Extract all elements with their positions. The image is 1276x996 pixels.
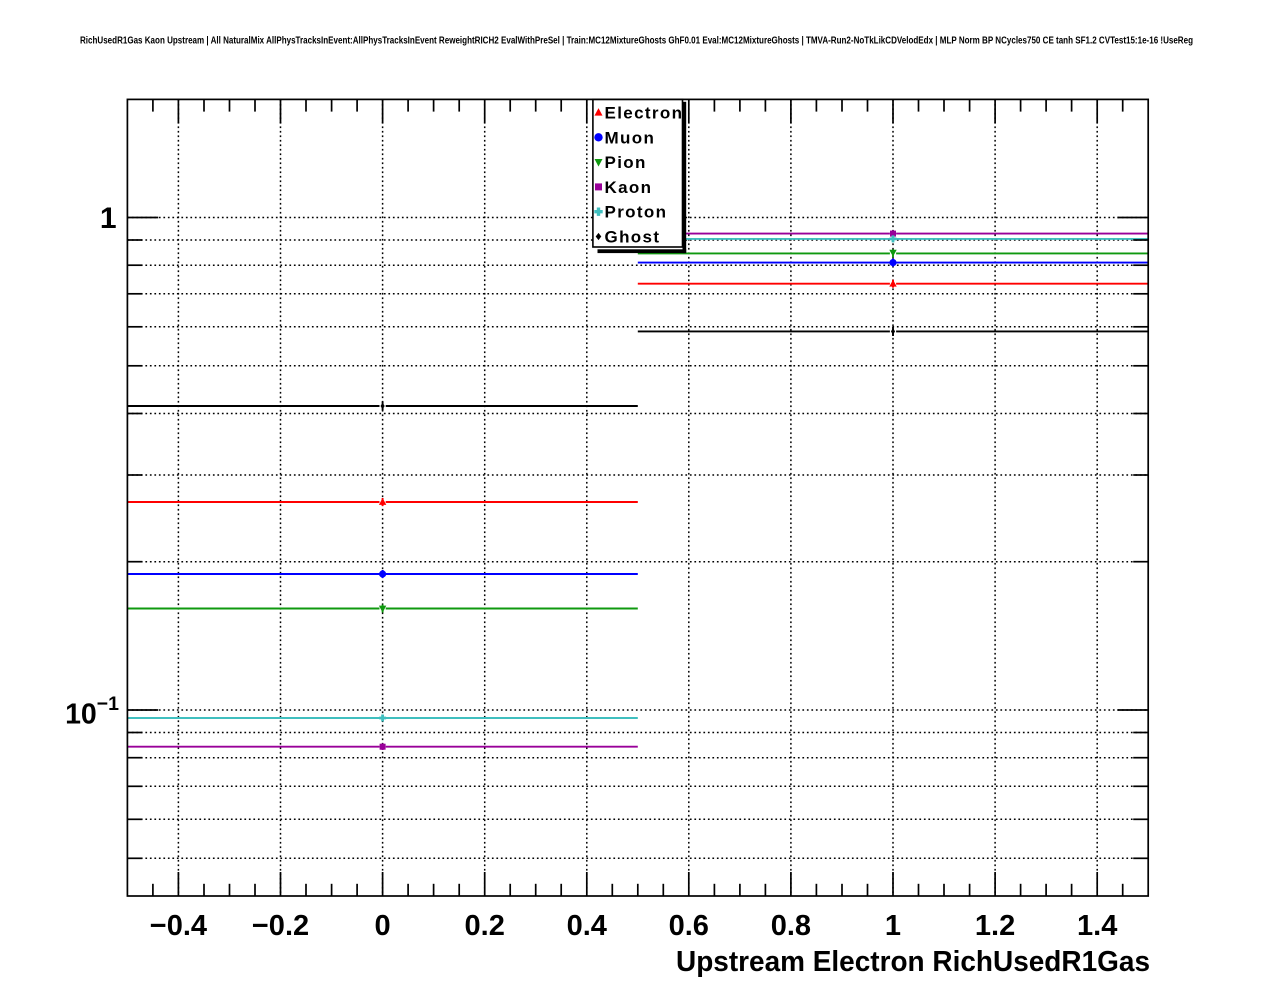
svg-text:RichUsedR1Gas Kaon Upstream |: RichUsedR1Gas Kaon Upstream | All Natura… bbox=[80, 36, 1193, 47]
svg-text:1.2: 1.2 bbox=[975, 910, 1015, 942]
svg-text:0.2: 0.2 bbox=[465, 910, 505, 942]
svg-text:1: 1 bbox=[100, 202, 117, 235]
svg-text:0.8: 0.8 bbox=[771, 910, 811, 942]
svg-text:0: 0 bbox=[375, 910, 391, 942]
svg-text:0.4: 0.4 bbox=[567, 910, 607, 942]
svg-text:Upstream Electron RichUsedR1Ga: Upstream Electron RichUsedR1Gas bbox=[676, 946, 1150, 978]
svg-text:Muon: Muon bbox=[605, 128, 656, 147]
svg-text:1: 1 bbox=[885, 910, 901, 942]
svg-text:−0.2: −0.2 bbox=[252, 910, 309, 942]
svg-text:1.4: 1.4 bbox=[1077, 910, 1117, 942]
svg-text:Ghost: Ghost bbox=[605, 228, 661, 247]
svg-text:Proton: Proton bbox=[605, 203, 668, 222]
svg-text:Pion: Pion bbox=[605, 153, 647, 172]
svg-text:−0.4: −0.4 bbox=[150, 910, 207, 942]
svg-text:0.6: 0.6 bbox=[669, 910, 709, 942]
svg-text:Kaon: Kaon bbox=[605, 178, 653, 197]
svg-text:Electron: Electron bbox=[605, 104, 684, 123]
